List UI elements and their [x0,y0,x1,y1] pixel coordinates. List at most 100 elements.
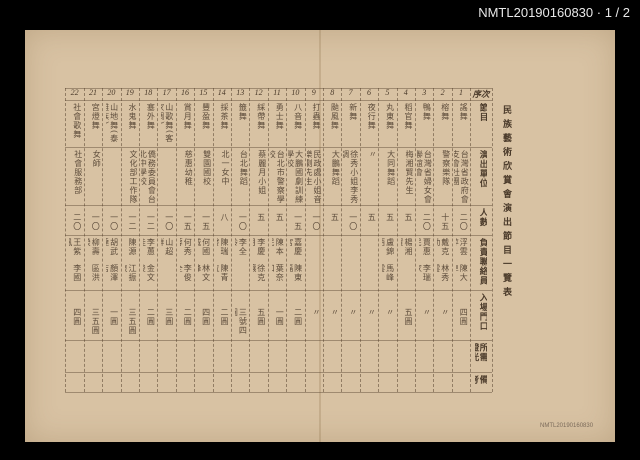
row-divider [65,147,492,148]
column-divider [451,88,453,392]
header-liaison: 負責聯絡員 [478,238,487,286]
liaison-name: 戴克勤 [437,238,450,256]
performing-unit: 女師 [92,150,102,168]
column-divider [470,88,472,392]
lighting-value: 〃 [330,308,340,317]
program-name: 鴨舞 [422,103,432,121]
lighting-value: 五圓 [256,308,266,326]
document-id-label: NMTL20190160830 · 1 / 2 [478,5,630,20]
document-page: 民族藝術欣賞會演出節目一覽表 序次節目演出單位人數負責聯絡員入場門口所需燈光備考… [25,30,615,442]
column-divider [267,88,269,392]
performing-unit: 北一女中 [220,150,230,186]
performing-unit: 慈惠幼稚 [184,150,194,186]
liaison-name-2: 李國 [72,264,82,282]
program-name: 夜行舞 [367,103,377,130]
performer-count: 十五 [440,213,450,231]
program-name: 塞外舞 [146,103,156,130]
performer-count: 一二 [127,213,137,231]
column-divider [359,88,361,392]
liaison-name-2: 林秀雲 [437,264,450,282]
lighting-value: 〃 [422,308,432,317]
column-divider [304,88,306,392]
column-divider [341,88,343,392]
column-divider [157,88,159,392]
lighting-value: 〃 [385,308,395,317]
liaison-name: 陳瑞發 [217,238,229,256]
liaison-name-2: 區洪 [91,264,101,282]
liaison-name-2: 李瑞家 [419,264,432,282]
column-divider [396,88,398,392]
performing-unit: 警察樂隊 [441,150,451,186]
performing-unit: 雙園國校 [202,150,212,186]
program-name: 豐盈舞 [201,103,211,130]
row-divider [65,100,492,101]
liaison-name: 李慶月 [253,238,266,256]
performing-unit: 台灣省婦女會聯誼會 [417,150,433,204]
row-divider [65,88,492,89]
performer-count: 八 [219,213,229,222]
liaison-name-2: 李俊全 [180,264,193,282]
row-number: 9 [311,88,316,97]
column-divider [249,88,251,392]
liaison-name-2: 陳青位 [217,264,229,282]
performing-unit: 蔡麗月小姐 [257,150,267,195]
row-number: 21 [88,88,97,97]
lighting-value: 一圓 [275,308,285,326]
lighting-value: 二圓 [146,308,156,326]
row-divider [65,340,492,341]
performer-count: 一〇 [109,213,119,231]
program-name: 新舞 [348,103,358,121]
header-unit: 演出單位 [478,150,487,188]
viewer-header: NMTL20190160830 · 1 / 2 [0,0,640,26]
row-number: 15 [199,88,208,97]
column-divider [415,88,416,392]
liaison-name [364,238,376,264]
header-program: 節目 [478,103,487,122]
program-name: 採茶舞 [219,103,229,130]
row-number: 12 [254,88,263,97]
liaison-name: 柳壽榮 [88,238,101,256]
liaison-name-2: 林文鋒 [198,264,211,282]
program-name: 八音舞 [293,103,303,130]
column-divider [194,88,196,392]
header-lights: 所需燈光 [475,343,487,362]
program-name: 宮燈舞 [91,103,101,130]
performer-count: 五 [385,213,395,222]
liaison-name: 王紫鳳 [69,238,82,256]
column-divider [83,88,85,392]
row-number: 5 [385,88,390,97]
performer-count: 一〇 [238,213,248,231]
liaison-name-2 [345,264,357,290]
column-divider [65,88,67,392]
column-divider [378,88,380,392]
header-remarks: 備考 [475,375,487,385]
row-number: 11 [273,88,281,97]
liaison-name [345,238,357,264]
row-number: 20 [107,88,116,97]
performer-count: 五 [367,213,377,222]
column-divider [286,88,288,392]
program-name: 颱風舞 [330,103,340,130]
row-number: 3 [422,88,427,97]
performer-count: 一二 [146,213,156,231]
column-divider [492,88,493,392]
performing-unit: 梅湘賢先生 [404,150,414,195]
liaison-name-2: 陳東福 [290,264,303,282]
liaison-name: 李蕙佳 [143,238,156,256]
row-number: 2 [440,88,445,97]
row-divider [65,372,492,373]
performing-unit: 台北舞蹈 [239,150,249,186]
performing-unit: 台北市警察學校 [269,150,286,204]
lighting-value: 三號四圓 [235,308,248,335]
liaison-name-2 [309,264,321,290]
column-divider [212,88,214,392]
liaison-name: 賈惠民 [419,238,432,256]
liaison-name-2: 金文俊 [143,264,156,282]
performing-unit [159,150,174,204]
performing-unit: 民政處小姐音樂劇先生 [306,150,322,204]
performer-count: 一〇 [164,213,174,231]
program-name: 社會歌舞 [72,103,82,139]
liaison-name: 陳本民 [272,238,285,256]
row-number: 18 [144,88,153,97]
row-number: 7 [348,88,353,97]
